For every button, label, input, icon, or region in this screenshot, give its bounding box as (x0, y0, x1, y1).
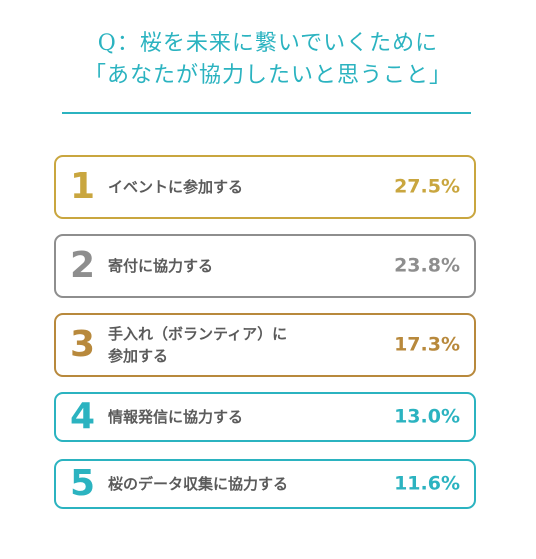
item-label: 桜のデータ収集に協力する (108, 475, 289, 493)
item-value: 17.3% (394, 333, 460, 356)
rank-number: 3 (70, 324, 96, 365)
title-line-1: Q：桜を未来に繋いでいくために (97, 31, 439, 56)
chart-title: Q：桜を未来に繋いでいくために 「あなたが協力したいと思うこと」 (0, 28, 536, 92)
ranking-card-2: 2 寄付に協力する 23.8% (54, 234, 476, 298)
rank-number: 2 (70, 245, 96, 286)
item-label: イベントに参加する (108, 178, 244, 196)
item-label: 情報発信に協力する (108, 408, 244, 426)
item-label: 手入れ（ボランティア）に 参加する (108, 325, 288, 365)
ranking-card-1: 1 イベントに参加する 27.5% (54, 155, 476, 219)
ranking-card-4: 4 情報発信に協力する 13.0% (54, 392, 476, 442)
item-value: 11.6% (394, 472, 460, 495)
rank-number: 1 (70, 166, 96, 207)
item-value: 23.8% (394, 254, 460, 277)
title-line-2: 「あなたが協力したいと思うこと」 (83, 63, 452, 88)
title-underline (62, 112, 471, 114)
item-value: 27.5% (394, 175, 460, 198)
item-label: 寄付に協力する (108, 257, 214, 275)
ranking-card-5: 5 桜のデータ収集に協力する 11.6% (54, 459, 476, 509)
rank-number: 4 (70, 396, 96, 437)
item-value: 13.0% (394, 405, 460, 428)
ranking-card-3: 3 手入れ（ボランティア）に 参加する 17.3% (54, 313, 476, 377)
rank-number: 5 (70, 463, 96, 504)
